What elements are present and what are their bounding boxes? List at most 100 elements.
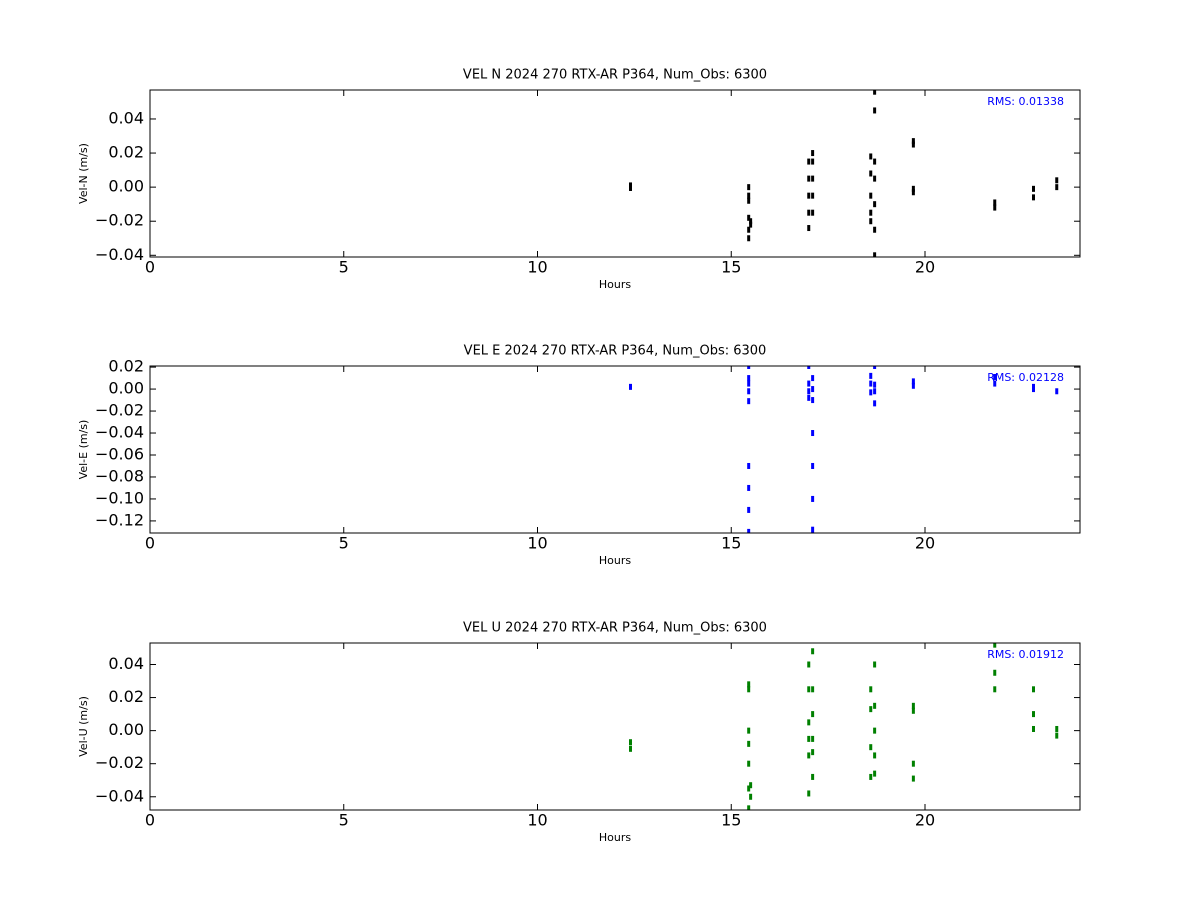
y-tick-label: 0.00 [108, 177, 144, 196]
data-point [811, 158, 815, 165]
data-point [869, 686, 873, 693]
data-point [911, 707, 915, 714]
data-point [747, 375, 751, 382]
data-point [873, 381, 877, 388]
x-tick-label: 20 [915, 811, 935, 830]
data-point [747, 805, 751, 810]
data-point [873, 226, 877, 233]
data-point [811, 773, 815, 780]
data-point [747, 388, 751, 395]
y-tick-label: 0.00 [108, 379, 144, 398]
data-point [811, 495, 815, 502]
x-tick-label: 15 [721, 811, 741, 830]
data-point [807, 388, 811, 395]
data-point [911, 378, 915, 385]
plot-area [629, 366, 1059, 533]
data-point [993, 686, 997, 693]
data-point [873, 752, 877, 759]
x-axis-label: Hours [599, 278, 631, 291]
data-point [873, 158, 877, 165]
data-point [747, 398, 751, 405]
data-point [807, 719, 811, 726]
data-point [811, 192, 815, 199]
data-point [873, 661, 877, 668]
data-point [807, 752, 811, 759]
x-tick-label: 10 [527, 811, 547, 830]
data-point [869, 218, 873, 225]
x-tick-label: 0 [145, 258, 155, 277]
x-axis-label: Hours [599, 831, 631, 844]
plot-area [629, 90, 1059, 257]
data-point [873, 107, 877, 114]
data-point [811, 462, 815, 469]
data-point [873, 400, 877, 407]
axes-frame [149, 642, 1081, 811]
data-point [911, 760, 915, 767]
y-tick-label: −0.04 [95, 423, 144, 442]
data-point [873, 175, 877, 182]
data-point [747, 506, 751, 513]
data-point [811, 175, 815, 182]
data-point [811, 430, 815, 437]
data-point [811, 749, 815, 756]
data-point [811, 209, 815, 216]
y-tick-label: −0.10 [95, 488, 144, 507]
chart-title: VEL N 2024 270 RTX-AR P364, Num_Obs: 630… [463, 68, 767, 83]
chart-title: VEL U 2024 270 RTX-AR P364, Num_Obs: 630… [463, 621, 767, 636]
data-point [1032, 725, 1035, 732]
data-point [807, 735, 811, 742]
y-tick-label: 0.04 [108, 654, 144, 673]
y-tick-label: −0.06 [95, 444, 144, 463]
data-point [1032, 686, 1035, 693]
x-axis-label: Hours [599, 554, 631, 567]
data-point [869, 372, 873, 379]
data-point [811, 735, 815, 742]
y-axis-label: Vel-E (m/s) [77, 420, 90, 480]
x-tick-label: 5 [339, 811, 349, 830]
x-tick-label: 15 [721, 534, 741, 553]
data-point [747, 785, 751, 792]
y-tick-label: 0.04 [108, 108, 144, 127]
y-tick-label: −0.02 [95, 211, 144, 230]
data-point [993, 380, 997, 387]
data-point [811, 711, 815, 718]
data-point [629, 184, 632, 191]
data-point [873, 201, 877, 208]
data-point [873, 252, 877, 257]
x-tick-label: 5 [339, 534, 349, 553]
data-point [911, 702, 915, 709]
x-tick-label: 10 [527, 534, 547, 553]
data-point [807, 158, 811, 165]
data-point [1055, 177, 1059, 184]
data-point [911, 189, 915, 196]
data-point [747, 214, 751, 221]
y-tick-label: −0.08 [95, 466, 144, 485]
rms-annotation: RMS: 0.01338 [987, 95, 1064, 108]
data-point [807, 661, 811, 668]
data-point [1032, 185, 1035, 192]
data-point [807, 686, 811, 693]
data-point [911, 185, 915, 192]
data-point [629, 739, 632, 746]
data-point [629, 383, 632, 390]
rms-annotation: RMS: 0.01912 [987, 648, 1064, 661]
data-point [747, 226, 751, 233]
data-point [747, 727, 751, 734]
data-point [747, 366, 751, 369]
y-tick-label: 0.00 [108, 720, 144, 739]
y-tick-label: −0.04 [95, 786, 144, 805]
data-point [807, 192, 811, 199]
data-point [811, 397, 815, 404]
data-point [747, 197, 751, 204]
data-point [869, 209, 873, 216]
data-point [807, 175, 811, 182]
data-point [869, 192, 873, 199]
data-point [869, 380, 873, 387]
data-point [747, 740, 751, 747]
x-tick-label: 15 [721, 258, 741, 277]
data-point [811, 375, 815, 382]
x-tick-label: 20 [915, 534, 935, 553]
data-point [873, 727, 877, 734]
y-tick-label: −0.04 [95, 245, 144, 264]
data-point [807, 380, 811, 387]
